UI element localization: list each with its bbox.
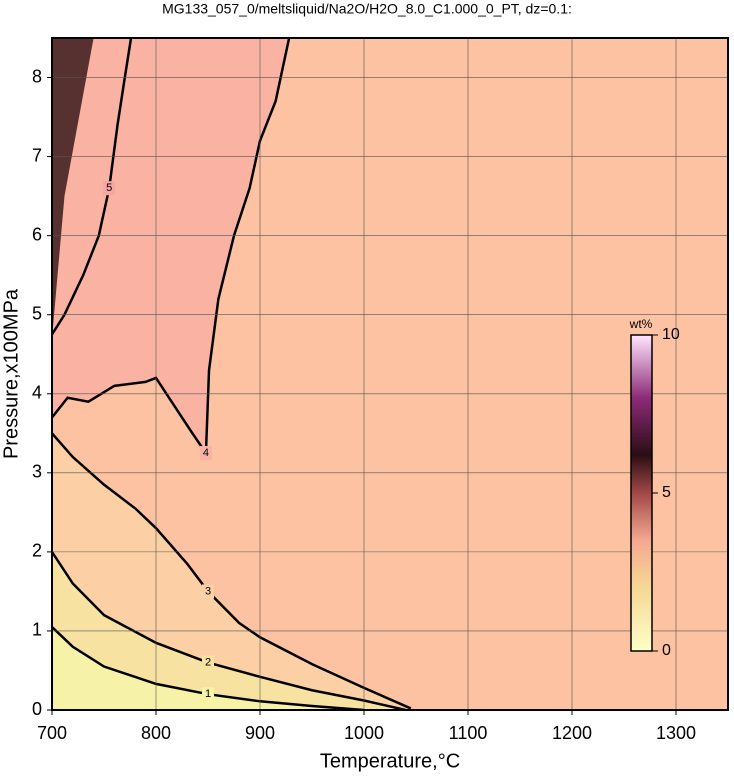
x-axis-label: Temperature,°C (320, 750, 460, 772)
x-tick-label: 1100 (449, 723, 488, 743)
contour-label: 5 (106, 182, 112, 194)
colorbar-label: wt% (629, 317, 653, 331)
x-tick-label: 900 (245, 723, 275, 743)
y-tick-label: 0 (32, 699, 42, 719)
colorbar (630, 334, 653, 652)
contour-label: 1 (205, 688, 211, 700)
x-tick-label: 1300 (656, 723, 696, 743)
contour-label-bg (103, 181, 116, 196)
y-axis-label: Pressure,x100MPa (0, 288, 22, 459)
chart-title: MG133_057_0/meltsliquid/Na2O/H2O_8.0_C1.… (162, 1, 572, 17)
y-tick-label: 1 (32, 620, 42, 640)
contour-label-bg (202, 687, 214, 702)
y-tick-label: 6 (32, 224, 42, 244)
y-tick-label: 8 (32, 66, 42, 86)
y-tick-label: 7 (32, 145, 42, 165)
contour-fill (52, 551, 406, 710)
colorbar-tick-label: 0 (662, 642, 671, 659)
y-tick-label: 3 (32, 462, 42, 482)
contour-fill (52, 626, 364, 710)
contour-line (52, 626, 365, 710)
colorbar-tick-label: 5 (662, 484, 671, 501)
y-tick-label: 5 (32, 303, 42, 323)
contour-line (52, 38, 133, 336)
x-tick-label: 800 (141, 723, 171, 743)
contour-label-bg (202, 655, 214, 670)
high-value-strip (52, 38, 94, 339)
plot-area: 5 4 3 2 1 (52, 38, 728, 710)
contour-fills (52, 38, 411, 710)
y-tick-label: 4 (32, 383, 42, 403)
contour-label: 3 (205, 585, 211, 597)
plot-frame (51, 37, 729, 711)
x-tick-label: 1000 (344, 723, 384, 743)
contour-label: 4 (203, 447, 209, 459)
contour-fill (52, 38, 290, 454)
x-tick-label: 1200 (552, 723, 592, 743)
contour-label: 2 (205, 656, 211, 668)
y-tick-label: 2 (32, 541, 42, 561)
contour-line (52, 432, 412, 710)
colorbar-tick-label: 10 (662, 326, 680, 343)
contour-label-bg (199, 446, 212, 461)
contour-label-bg (202, 584, 214, 599)
x-tick-label: 700 (37, 723, 67, 743)
